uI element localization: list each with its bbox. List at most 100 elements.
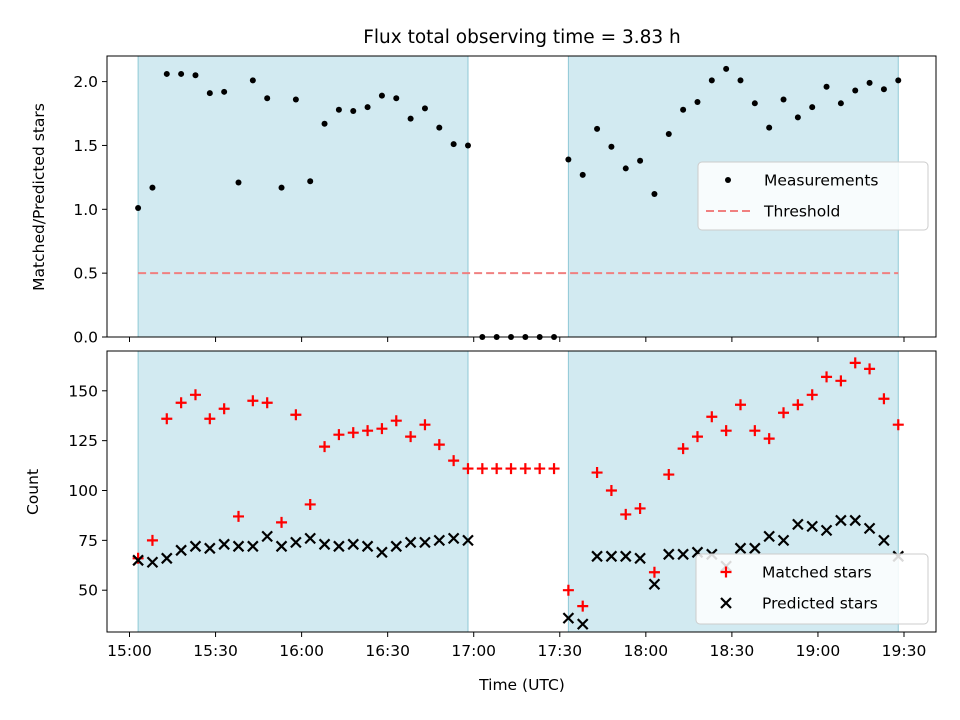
measurements-point [895,77,902,84]
top-y-tick-label: 0.5 [73,265,98,283]
predicted-stars-point [634,552,646,565]
bottom-y-tick-label: 125 [68,432,98,450]
matched-stars-point [204,413,216,425]
measurements-point [737,77,744,84]
measurements-point [694,99,701,106]
matched-stars-point [405,431,417,443]
measurements-point [880,86,887,93]
predicted-stars-point [232,540,245,553]
predicted-stars-point [562,612,575,624]
measurements-point [149,184,156,191]
predicted-stars-point [175,544,187,557]
predicted-stars-point [878,534,890,547]
predicted-stars-point [404,536,417,549]
predicted-stars-point [749,542,761,555]
predicted-stars-point [376,546,388,559]
x-tick-label: 19:30 [882,642,927,660]
matched-stars-point [290,409,302,421]
measurements-point [794,114,801,121]
measurements-point [594,125,601,132]
x-tick-label: 17:30 [537,642,582,660]
measurements-point [680,106,687,113]
matched-stars-point [677,443,689,455]
predicted-stars-point [462,534,474,547]
threshold-legend-label: Threshold [763,203,840,221]
measurements-point [421,105,428,112]
measurements-point [823,83,830,90]
measurements-point [637,157,644,164]
top-panel-marks [135,65,902,340]
predicted-stars-point [663,548,675,561]
predicted-stars-legend-label: Predicted stars [762,595,878,613]
predicted-stars-point [763,530,775,543]
bottom-panel-y-ticks: 50 75 100 125 150 [68,382,107,600]
matched-stars-point [749,425,761,437]
measurements-point [723,65,730,72]
matched-stars-point [792,399,804,411]
measurements-point [307,178,314,185]
matched-stars-point [175,397,187,409]
matched-stars-point [247,395,259,407]
measurements-point [852,87,859,94]
measurements-point [665,130,672,137]
measurements-point [436,124,443,131]
predicted-stars-point [605,550,618,563]
x-axis-label: Time (UTC) [478,676,565,694]
matched-stars-point [304,498,316,510]
predicted-stars-point [792,518,804,531]
bottom-shaded-interval-1 [137,350,469,633]
matched-stars-point [720,425,732,437]
bottom-y-tick-label: 75 [78,532,98,550]
top-panel-frame [106,55,937,338]
predicted-stars-point [863,522,876,535]
measurements-point [708,77,715,84]
matched-stars-point [778,407,790,419]
predicted-stars-point [333,540,345,553]
matched-stars-point [634,502,646,514]
measurements-point [751,100,758,107]
predicted-stars-point [835,514,847,527]
top-panel-y-axis-label: Matched/Predicted stars [30,103,48,291]
measurements-point [235,179,242,186]
matched-stars-point [146,534,158,546]
measurements-point [866,79,873,86]
measurements-point [350,107,357,114]
measurements-point [450,141,457,148]
measurements-point [178,70,185,77]
bottom-panel-frame [106,350,937,633]
predicted-stars-point [619,550,632,563]
matched-stars-point [218,403,230,415]
matched-stars-point [878,393,890,405]
measurements-legend-marker [725,177,731,183]
predicted-stars-point [361,540,374,553]
measurements-point [809,104,816,111]
matched-stars-point [419,419,431,431]
matched-stars-point [519,463,531,475]
matched-stars-point [605,485,617,496]
matched-stars-point [691,431,703,443]
measurements-point [622,165,629,172]
predicted-stars-point [161,552,173,565]
matched-stars-point [476,463,488,475]
matched-stars-point [548,463,560,475]
bottom-panel: 15:00 15:30 16:00 16:30 17:00 17:30 18:00 18:30… [24,350,937,660]
bottom-y-tick-label: 150 [68,382,98,400]
measurements-point [192,72,199,79]
predicted-stars-point [261,530,273,543]
predicted-stars-point [677,548,689,561]
x-tick-label: 15:00 [107,642,152,660]
x-tick-label: 18:00 [623,642,668,660]
matched-stars-point [333,429,345,441]
bottom-panel-y-axis-label: Count [24,469,42,515]
matched-stars-point [806,389,818,401]
top-y-tick-label: 1.0 [73,201,98,219]
matched-stars-point [376,423,388,435]
matched-stars-point [821,371,833,383]
predicted-stars-point [433,534,446,547]
matched-stars-legend-label: Matched stars [762,564,872,582]
predicted-stars-point [347,538,360,551]
measurements-point [393,95,400,102]
measurements-point [206,90,213,97]
matched-stars-point [864,363,876,375]
measurements-point [278,184,285,191]
